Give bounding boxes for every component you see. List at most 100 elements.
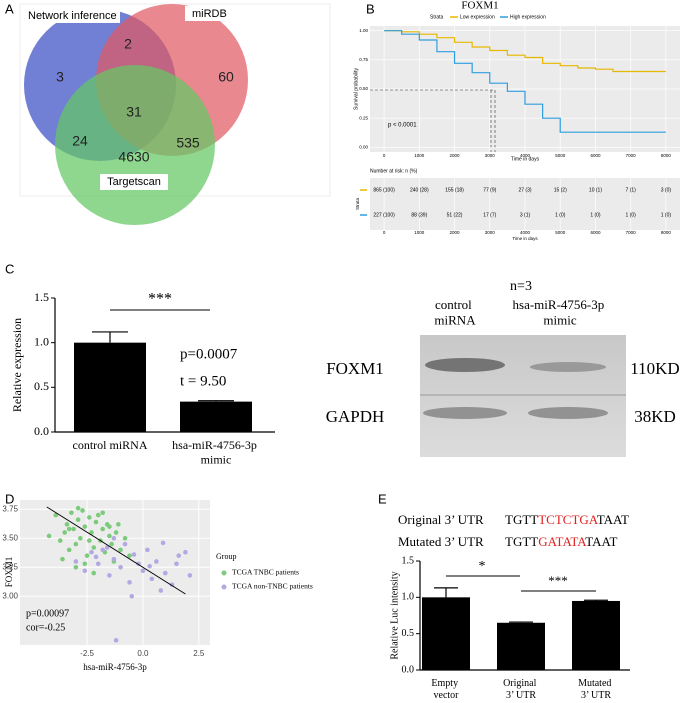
scatter-point [149, 576, 155, 582]
x-axis-label: Time in days [512, 236, 538, 241]
venn-count: 60 [218, 69, 234, 85]
x-tick-label: -2.5 [80, 649, 94, 658]
venn-count: 24 [72, 133, 88, 149]
table-cell: 3 (0) [661, 187, 672, 193]
table-cell: 1 (0) [555, 212, 566, 218]
scatter-point [111, 556, 117, 562]
table-cell: 7 (1) [626, 187, 637, 193]
scatter-point [183, 549, 188, 555]
y-tick-label: 0.5 [402, 628, 415, 639]
blot-size: 38KD [634, 407, 676, 426]
seq-site: TCTCTGA [538, 512, 599, 527]
y-tick-label: 1.0 [402, 592, 415, 603]
table-ylabel: Strata [355, 198, 360, 211]
annotation: p=0.00097 [26, 608, 69, 619]
x-tick-label: hsa-miR-4756-3p mimic [172, 438, 260, 466]
utr-seq: TGTTTCTCTGATAAT [505, 512, 629, 527]
lane-label: control miRNA [434, 297, 476, 328]
scatter-point [127, 553, 132, 558]
table-cell: 27 (3) [518, 187, 531, 193]
scatter-point [91, 545, 97, 550]
x-tick-label: Original 3’ UTR [503, 678, 539, 701]
table-cell: 1 (0) [626, 212, 637, 218]
panel-label: E [378, 491, 387, 506]
scatter-point [129, 593, 135, 599]
y-tick-label: 3.25 [2, 562, 18, 571]
scatter-point [187, 573, 193, 578]
blot-row: FOXM1 [326, 359, 384, 378]
scatter-point [113, 638, 119, 643]
scatter-point [109, 541, 114, 547]
annotation: cor=-0.25 [26, 622, 65, 633]
x-tick-label: 7000 [626, 230, 637, 235]
y-tick-label: 0.0 [402, 664, 415, 675]
scatter-point [100, 547, 106, 553]
label-bg [185, 6, 233, 21]
venn-count: 31 [126, 104, 142, 120]
scatter-point [53, 512, 59, 518]
legend-title: Group [216, 552, 236, 561]
scatter-point [158, 588, 164, 593]
venn-label: Network inference [28, 10, 117, 22]
scatter-point [75, 517, 81, 523]
y-tick-label: 0.25 [359, 115, 368, 120]
scatter-point [73, 564, 79, 570]
scatter-point [111, 535, 117, 541]
scatter-point [60, 556, 65, 562]
x-axis-label: hsa-miR-4756-3p [83, 662, 147, 672]
table-cell: 227 (100) [373, 212, 395, 218]
x-tick-label: 2.5 [193, 649, 205, 658]
survival-curve [384, 30, 666, 73]
label-bg [25, 8, 120, 23]
y-tick-label: 0.00 [359, 145, 368, 150]
x-tick-label: 7000 [626, 153, 637, 158]
annotation: p=0.0007 [180, 346, 238, 362]
scatter-point [80, 508, 85, 513]
y-tick-label: 0.5 [34, 379, 49, 393]
bar [74, 342, 146, 432]
y-tick-label: 0.0 [34, 424, 49, 438]
trend-line [46, 506, 186, 595]
scatter-point [78, 535, 83, 541]
table-cell: 240 (28) [410, 187, 429, 193]
x-tick-label: 8000 [661, 230, 672, 235]
error-bar [509, 621, 533, 623]
panel-label: B [366, 1, 375, 16]
scatter-point [82, 568, 88, 574]
scatter-point [116, 522, 121, 527]
seq: TGTT [505, 534, 538, 549]
x-tick-label: 1000 [414, 153, 425, 158]
scatter-point [122, 535, 128, 541]
chart-title: FOXM1 [461, 0, 498, 12]
scatter-point [57, 538, 63, 543]
annotation: * [479, 559, 486, 574]
scatter-point [73, 559, 79, 564]
error-bar [434, 587, 458, 598]
annotation: *** [148, 291, 172, 308]
x-axis-label: Time in days [511, 156, 540, 162]
scatter-point [107, 524, 112, 529]
table-cell: 155 (18) [445, 187, 464, 193]
scatter-point [82, 524, 88, 529]
error-bar [92, 331, 128, 343]
x-tick-label: 0 [383, 153, 386, 158]
scatter-point [118, 547, 123, 553]
venn-count: 2 [124, 36, 132, 52]
table-cell: 17 (7) [483, 212, 496, 218]
scatter-point [118, 564, 123, 570]
scatter-point [95, 512, 101, 518]
seq-site: GATATA [538, 534, 587, 549]
scatter-point [104, 545, 110, 550]
scatter-point [89, 549, 94, 555]
scatter-point [162, 570, 168, 576]
panel-label: D [5, 491, 14, 506]
blot-n: n=3 [510, 279, 532, 294]
scatter-point [66, 526, 72, 532]
legend-label: Low expression [460, 14, 495, 20]
x-tick-label: 2000 [450, 153, 461, 158]
seq: TGTT [505, 512, 538, 527]
table-cell: 3 (1) [520, 212, 531, 218]
scatter-point [75, 505, 81, 511]
annotation: p < 0.0001 [388, 123, 417, 129]
